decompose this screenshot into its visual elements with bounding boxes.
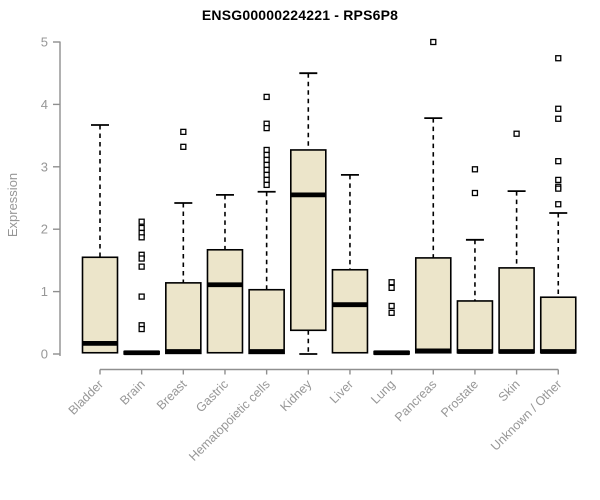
outlier-point: [513, 130, 520, 137]
outlier-point: [555, 158, 562, 165]
y-tick-label: 5: [41, 35, 48, 50]
x-category-label: Pancreas: [392, 377, 439, 424]
outlier-point: [263, 146, 270, 154]
x-category-label: Brain: [117, 377, 148, 408]
x-category-label: Breast: [154, 377, 190, 413]
outlier-point: [263, 166, 270, 174]
x-category-label: Prostate: [438, 377, 481, 420]
box-hematopoietic-cells: [248, 288, 285, 355]
outlier-point: [471, 189, 479, 197]
outlier-point: [263, 176, 270, 184]
box-skin: [498, 267, 535, 354]
outlier-point: [138, 255, 145, 262]
outlier-point: [263, 156, 270, 164]
outlier-point: [138, 224, 145, 232]
box-kidney: [289, 149, 327, 332]
y-tick-label: 0: [41, 347, 48, 362]
outlier-point: [180, 143, 187, 150]
y-axis-label: Expression: [5, 172, 20, 238]
outlier-point: [471, 166, 479, 173]
outlier-point: [388, 302, 395, 310]
outlier-point: [555, 185, 562, 192]
outlier-point: [138, 234, 145, 241]
box-pancreas: [414, 257, 452, 354]
outlier-point: [430, 38, 437, 46]
chart-title: ENSG00000224221 - RPS6P8: [201, 7, 399, 23]
outlier-point: [180, 128, 187, 136]
outlier-point: [388, 284, 395, 292]
outlier-point: [263, 161, 270, 169]
x-category-label: Liver: [327, 377, 356, 406]
y-tick-label: 2: [41, 222, 48, 237]
outlier-point: [555, 105, 562, 112]
box-prostate: [456, 300, 494, 354]
x-category-label: Bladder: [66, 377, 106, 417]
outlier-point: [388, 279, 395, 286]
outlier-point: [555, 115, 562, 122]
outlier-point: [138, 293, 145, 300]
outlier-point: [138, 325, 145, 333]
outlier-point: [138, 263, 145, 270]
y-tick-label: 4: [41, 97, 48, 112]
outlier-point: [263, 151, 270, 159]
x-category-label: Skin: [496, 377, 523, 404]
y-tick-label: 1: [41, 284, 48, 299]
outlier-point: [388, 309, 395, 316]
y-tick-label: 3: [41, 159, 48, 174]
x-category-label: Lung: [368, 377, 398, 407]
outlier-point: [263, 181, 270, 189]
outlier-point: [263, 93, 270, 101]
box-gastric: [206, 248, 244, 354]
outlier-point: [555, 55, 562, 62]
box-breast: [165, 282, 202, 355]
outlier-point: [263, 171, 270, 179]
x-category-label: Gastric: [193, 377, 231, 415]
x-category-label: Kidney: [277, 377, 314, 414]
x-category-label: Unknown / Other: [488, 377, 564, 453]
box-unknown-other: [539, 296, 577, 354]
outlier-point: [263, 124, 270, 132]
x-category-label: Hematopoietic cells: [186, 377, 273, 464]
box-liver: [331, 268, 369, 354]
outlier-point: [555, 201, 562, 208]
outlier-point: [138, 218, 145, 225]
outlier-point: [555, 176, 562, 184]
box-bladder: [81, 256, 119, 354]
